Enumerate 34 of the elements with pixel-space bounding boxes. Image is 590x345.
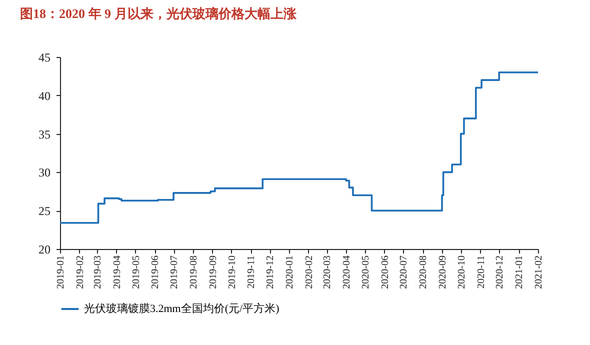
y-tick-label: 20 — [38, 242, 50, 256]
x-tick-label: 2019-06 — [150, 256, 162, 289]
x-tick-label: 2019-08 — [188, 256, 200, 289]
x-tick-label: 2020-03 — [322, 256, 334, 289]
y-tick-label: 40 — [38, 88, 50, 103]
x-tick-label: 2019-01 — [56, 256, 66, 289]
x-tick-label: 2020-02 — [304, 256, 315, 289]
x-tick-label: 2020-10 — [456, 256, 468, 289]
legend-label: 光伏玻璃镀膜3.2mm全国均价(元/平方米) — [84, 302, 280, 315]
y-tick-label: 35 — [38, 127, 50, 142]
x-tick-label: 2020-01 — [284, 256, 296, 289]
x-tick-label: 2020-04 — [342, 256, 353, 289]
x-tick-label: 2020-11 — [476, 256, 487, 288]
x-tick-label: 2019-07 — [169, 256, 180, 289]
x-tick-label: 2020-05 — [360, 256, 372, 289]
x-tick-label: 2019-12 — [265, 256, 276, 289]
x-tick-label: 2019-03 — [92, 256, 104, 289]
x-tick-label: 2019-02 — [74, 256, 86, 289]
x-tick-label: 2019-05 — [130, 256, 142, 289]
x-tick-label: 2020-07 — [398, 256, 410, 289]
y-tick-label: 25 — [38, 204, 50, 218]
x-tick-label: 2019-09 — [208, 256, 219, 289]
x-tick-label: 2020-06 — [380, 256, 391, 289]
y-tick-label: 30 — [38, 166, 50, 180]
x-tick-label: 2019-11 — [246, 256, 258, 288]
x-tick-label: 2020-09 — [438, 256, 449, 289]
x-tick-label: 2021-02 — [534, 256, 544, 289]
x-tick-label: 2020-08 — [418, 256, 430, 289]
chart-title: 图18：2020 年 9 月以来，光伏玻璃价格大幅上涨 — [20, 6, 298, 21]
y-tick-label: 45 — [38, 50, 50, 64]
x-tick-label: 2019-04 — [112, 256, 123, 289]
x-tick-label: 2019-10 — [226, 256, 238, 289]
x-tick-label: 2020-12 — [494, 256, 506, 289]
x-tick-label: 2021-01 — [514, 256, 526, 289]
